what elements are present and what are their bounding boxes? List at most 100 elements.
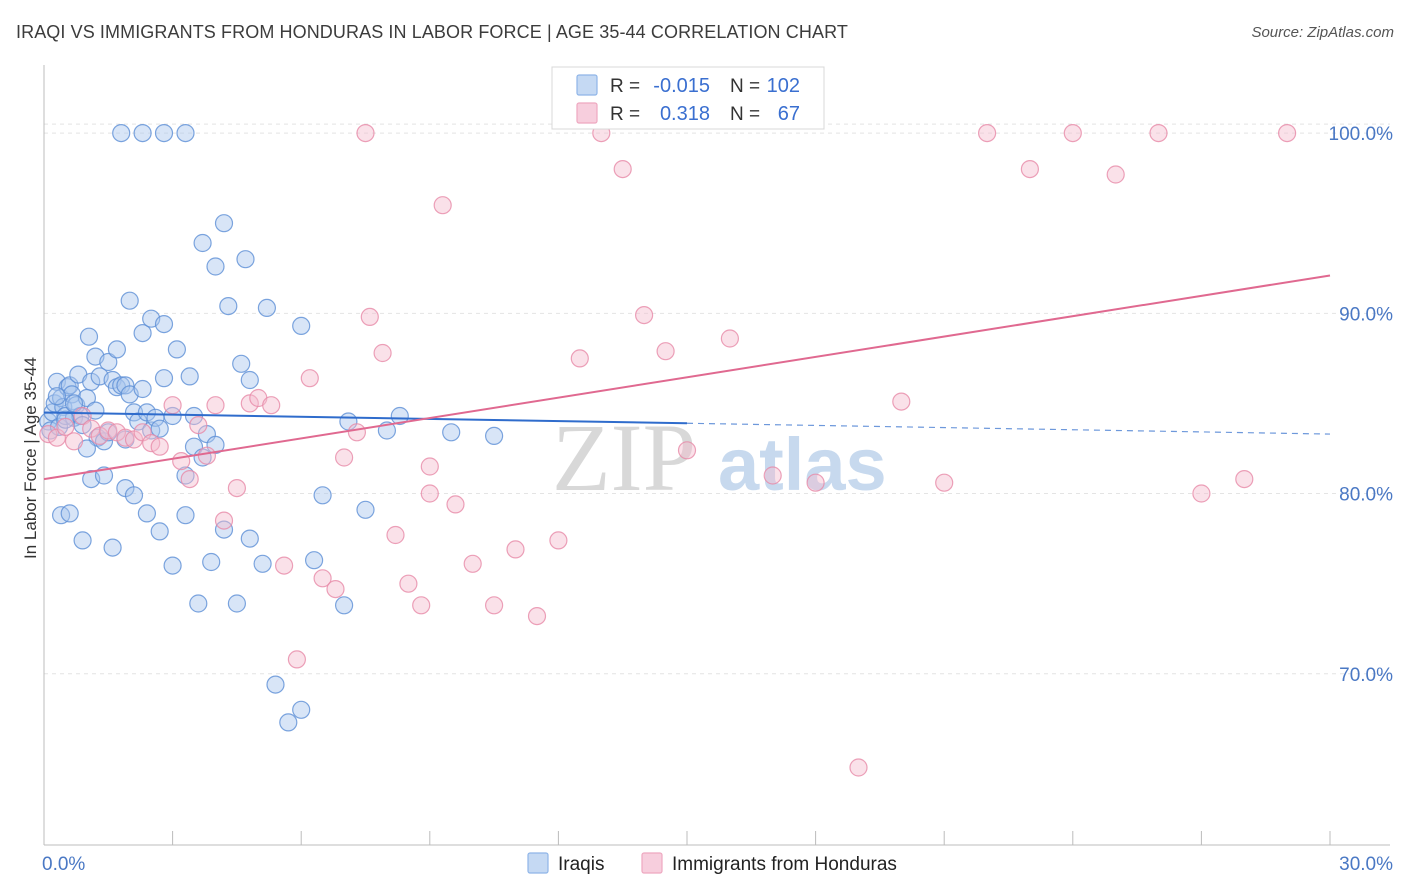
point-0-84	[335, 596, 354, 615]
point-0-46	[64, 394, 84, 413]
point-1-52	[763, 466, 782, 485]
legend-n-label-0: N =	[730, 76, 760, 97]
watermark-atlas: atlas	[718, 423, 887, 506]
point-0-88	[442, 423, 461, 442]
y-tick-label-2: 90.0%	[1339, 304, 1393, 325]
point-1-38	[433, 196, 452, 215]
point-0-60	[232, 354, 251, 373]
legend-label-honduras: Immigrants from Honduras	[672, 854, 897, 875]
point-1-44	[549, 531, 568, 550]
point-0-66	[103, 538, 122, 557]
point-0-99	[240, 370, 259, 390]
point-0-91	[133, 124, 152, 143]
point-0-90	[112, 124, 131, 143]
legend-swatch-iraqis-bottom	[527, 852, 549, 874]
point-1-32	[360, 307, 379, 326]
point-1-33	[373, 343, 392, 363]
trend-lines	[43, 274, 1331, 481]
point-0-95	[236, 250, 255, 269]
point-0-80	[279, 713, 298, 732]
x-tick-label-0: 0.0%	[42, 854, 85, 875]
point-0-83	[313, 486, 332, 505]
point-1-43	[527, 606, 547, 626]
y-axis-label: In Labor Force | Age 35-44	[21, 357, 40, 559]
point-1-35	[399, 574, 418, 593]
point-0-59	[219, 297, 238, 316]
point-1-26	[287, 650, 306, 669]
point-1-56	[935, 473, 954, 492]
point-0-36	[150, 419, 169, 438]
legend-swatch-honduras-bottom	[641, 852, 663, 874]
point-0-45	[56, 410, 75, 429]
point-1-60	[1106, 165, 1125, 184]
chart-source: Source: ZipAtlas.com	[1251, 24, 1394, 41]
point-0-58	[206, 257, 225, 276]
point-1-54	[849, 758, 868, 777]
point-0-79	[266, 675, 285, 694]
point-1-40	[463, 554, 482, 573]
point-0-82	[305, 551, 324, 570]
point-1-13	[150, 437, 169, 456]
trend-iraqis-dashed	[686, 422, 1331, 435]
point-1-4	[73, 406, 92, 426]
series-points-1	[39, 124, 1297, 777]
point-0-44	[47, 387, 67, 406]
y-tick-label-1: 80.0%	[1339, 485, 1393, 506]
x-tick-labels: 0.0% 30.0%	[42, 854, 1393, 875]
legend-swatch-honduras	[576, 102, 598, 124]
point-1-50	[677, 441, 697, 460]
point-1-63	[1235, 470, 1254, 489]
point-1-25	[275, 556, 294, 575]
point-1-27	[300, 369, 319, 388]
point-1-48	[634, 306, 654, 325]
point-1-53	[806, 473, 825, 492]
point-1-15	[172, 452, 191, 471]
point-0-74	[202, 552, 221, 572]
point-0-93	[176, 124, 195, 143]
point-0-50	[107, 340, 127, 359]
point-0-63	[73, 531, 92, 550]
point-1-49	[656, 342, 675, 361]
point-0-62	[60, 504, 79, 523]
point-0-89	[485, 426, 504, 445]
point-1-37	[420, 457, 439, 476]
point-1-14	[163, 396, 182, 415]
y-tick-label-3: 100.0%	[1329, 124, 1394, 145]
point-0-69	[137, 504, 156, 523]
legend-swatch-iraqis	[576, 74, 598, 96]
point-1-36	[412, 596, 431, 615]
point-1-59	[1063, 124, 1082, 143]
point-1-31	[347, 423, 366, 442]
point-1-17	[189, 416, 208, 435]
point-1-41	[485, 596, 504, 615]
point-0-81	[292, 700, 311, 719]
point-0-32	[133, 379, 152, 399]
legend-n-label-1: N =	[730, 104, 760, 125]
point-0-51	[120, 291, 139, 310]
legend-stats: R = -0.015 N = 102 R = 0.318 N = 67	[551, 66, 825, 130]
legend-r-value-0: -0.015	[653, 75, 710, 97]
point-1-28	[313, 569, 332, 588]
watermark-zip: ZIP	[552, 404, 696, 511]
point-1-66	[420, 484, 439, 503]
point-1-16	[180, 470, 199, 489]
point-1-65	[356, 124, 375, 143]
point-1-55	[892, 392, 911, 411]
point-1-39	[446, 495, 465, 514]
legend-n-value-1: 67	[778, 103, 800, 125]
point-0-73	[189, 594, 208, 613]
point-1-42	[506, 540, 525, 559]
point-0-70	[150, 522, 169, 541]
y-tick-label-0: 70.0%	[1339, 665, 1393, 686]
legend-r-label-0: R =	[610, 76, 640, 97]
point-0-49	[99, 352, 118, 372]
point-1-24	[262, 396, 281, 415]
point-1-58	[1020, 160, 1040, 179]
point-0-38	[163, 406, 182, 426]
point-1-20	[214, 511, 234, 530]
point-0-18	[79, 327, 99, 346]
axes	[43, 65, 1390, 846]
point-1-34	[386, 525, 405, 545]
point-1-57	[977, 124, 997, 143]
